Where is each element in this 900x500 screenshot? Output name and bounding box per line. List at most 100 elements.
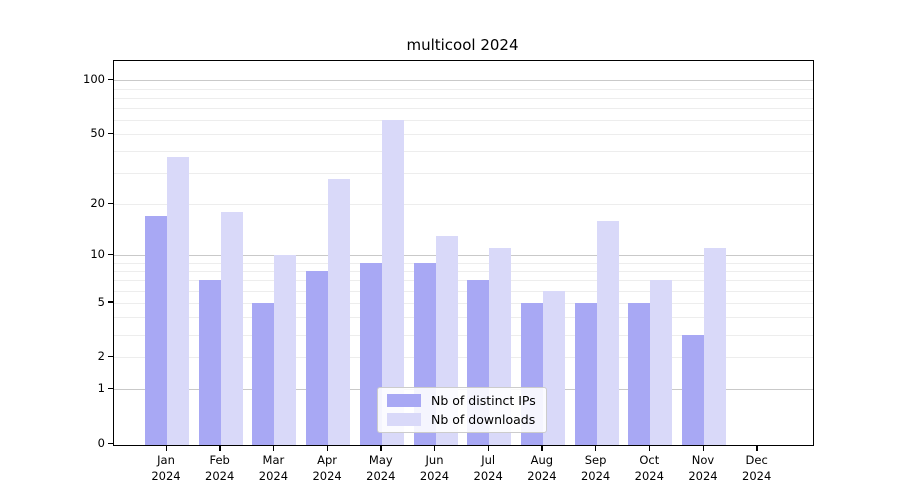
gridline-minor <box>114 120 813 121</box>
x-tick-label-line: Nov <box>691 453 715 467</box>
bar-nb-of-distinct-ips <box>198 280 221 445</box>
x-tick-mark <box>326 445 328 451</box>
bar-nb-of-distinct-ips <box>628 302 651 445</box>
x-tick-mark <box>595 445 597 451</box>
x-tick-label-line: 2024 <box>580 468 611 483</box>
x-tick-mark <box>541 445 543 451</box>
bar-nb-of-downloads <box>542 290 565 445</box>
gridline-minor <box>114 97 813 99</box>
gridline-minor <box>114 151 813 153</box>
x-tick-mark <box>272 445 275 451</box>
bar-nb-of-downloads <box>650 280 673 445</box>
x-tick-label-line: Oct <box>639 453 660 467</box>
x-tick-label: Aug 2024 <box>514 453 570 484</box>
x-tick-mark <box>219 445 221 451</box>
x-tick-label-line: Apr <box>317 453 338 467</box>
x-tick-mark <box>702 445 704 451</box>
legend-item-nb-of-downloads: Nb of downloads <box>387 412 536 427</box>
x-tick-label-line: 2024 <box>527 468 557 483</box>
x-tick-mark <box>756 445 758 451</box>
x-tick-label-line: 2024 <box>258 468 289 483</box>
bar-nb-of-distinct-ips <box>682 334 704 445</box>
x-tick-label-line: 2024 <box>151 468 181 483</box>
legend-label: Nb of downloads <box>431 412 536 427</box>
x-tick-label-line: 2024 <box>688 468 718 483</box>
x-tick-mark <box>380 445 382 451</box>
gridline-minor <box>114 108 813 110</box>
x-tick-mark <box>648 445 651 451</box>
x-tick-label-line: Feb <box>209 453 230 467</box>
bar-nb-of-downloads <box>596 220 619 445</box>
gridline-minor <box>114 302 813 304</box>
gridline-minor <box>114 317 813 319</box>
y-tick-label: 2 <box>97 349 105 364</box>
x-tick-label-line: 2024 <box>419 468 450 483</box>
bar-nb-of-distinct-ips <box>574 302 597 445</box>
bar-nb-of-downloads <box>274 255 297 445</box>
bar-nb-of-distinct-ips <box>252 302 275 445</box>
gridline-minor <box>114 173 813 175</box>
x-tick-mark <box>434 445 436 451</box>
x-tick-label-line: Aug <box>530 453 554 467</box>
x-tick-label: Jan 2024 <box>138 453 194 484</box>
legend: Nb of distinct IPs Nb of downloads <box>377 387 547 433</box>
x-tick-label-line: Jun <box>425 453 444 467</box>
y-tick-mark <box>108 78 113 81</box>
y-tick-label: 0 <box>97 436 105 450</box>
bar-nb-of-downloads <box>381 120 404 445</box>
y-tick-mark <box>108 202 113 204</box>
legend-swatch-nb-of-downloads <box>387 413 421 426</box>
x-tick-mark <box>487 445 490 451</box>
gridline-minor <box>114 262 813 264</box>
y-tick-label: 10 <box>90 247 105 262</box>
legend-label: Nb of distinct IPs <box>431 393 536 408</box>
x-tick-label-line: 2024 <box>366 468 396 483</box>
x-tick-label-line: Jan <box>157 453 175 467</box>
y-tick-mark <box>108 301 113 303</box>
x-tick-label-line: Dec <box>745 453 768 467</box>
gridline-minor <box>114 290 813 292</box>
y-tick-mark <box>108 132 113 135</box>
y-tick-label: 1 <box>97 381 105 396</box>
bar-nb-of-downloads <box>704 248 726 445</box>
x-tick-label: Sep 2024 <box>568 453 624 484</box>
x-tick-label: Dec 2024 <box>729 453 785 484</box>
bar-nb-of-downloads <box>167 157 189 445</box>
x-tick-label-line: May <box>368 453 393 467</box>
x-tick-label: Mar 2024 <box>245 453 301 484</box>
bar-nb-of-downloads <box>328 178 351 445</box>
gridline-minor <box>114 280 813 282</box>
x-tick-label-line: 2024 <box>205 468 235 483</box>
gridline-minor <box>114 334 813 336</box>
x-tick-mark <box>165 445 167 451</box>
x-tick-label-line: Sep <box>584 453 607 467</box>
x-tick-label: Apr 2024 <box>299 453 355 484</box>
gridline-major <box>114 255 813 256</box>
bar-nb-of-distinct-ips <box>359 262 382 445</box>
x-tick-label-line: 2024 <box>312 468 342 483</box>
legend-swatch-nb-of-distinct-ips <box>387 394 421 407</box>
x-tick-label-line: 2024 <box>634 468 664 483</box>
y-tick-label: 50 <box>90 126 105 141</box>
x-tick-label-line: 2024 <box>473 468 503 483</box>
chart-title: multicool 2024 <box>406 36 519 54</box>
gridline-major <box>114 80 813 82</box>
x-tick-label: Jul 2024 <box>460 453 516 484</box>
x-tick-label-line: Mar <box>262 453 285 467</box>
x-tick-label: Jun 2024 <box>407 453 463 484</box>
bar-nb-of-distinct-ips <box>145 216 167 445</box>
gridline-minor <box>114 357 813 359</box>
x-tick-label-line: 2024 <box>742 468 772 483</box>
gridline-minor <box>114 204 813 206</box>
y-tick-mark <box>108 442 113 444</box>
x-tick-label: Feb 2024 <box>192 453 248 484</box>
x-tick-label: Oct 2024 <box>621 453 677 484</box>
x-tick-label: Nov 2024 <box>675 453 731 484</box>
y-tick-mark <box>108 355 113 358</box>
gridline-minor <box>114 270 813 272</box>
x-tick-label-line: Jul <box>481 453 496 467</box>
y-tick-label: 5 <box>97 294 105 309</box>
y-tick-mark <box>108 387 113 390</box>
legend-item-nb-of-distinct-ips: Nb of distinct IPs <box>387 393 536 408</box>
